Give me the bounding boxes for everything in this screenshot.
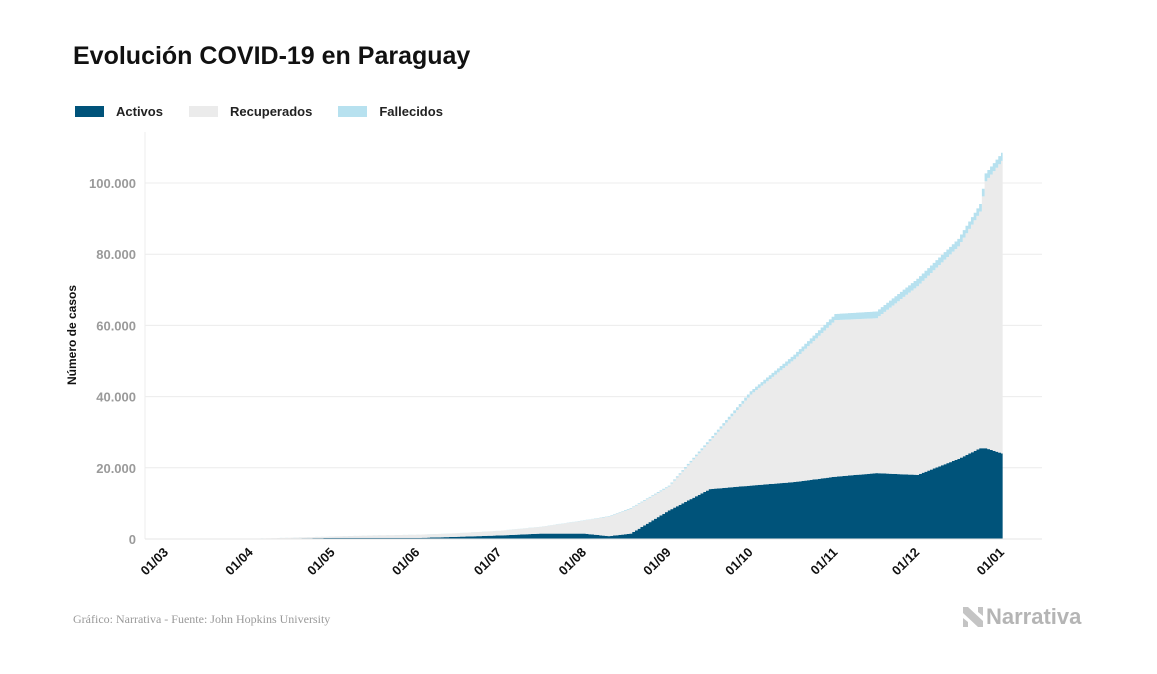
y-tick-label: 100.000 (89, 176, 136, 191)
legend-item-activos: Activos (75, 104, 163, 119)
x-tick-label: 01/06 (389, 545, 423, 579)
narrativa-logo-text: Narrativa (986, 604, 1082, 629)
legend-swatch-activos (75, 106, 104, 117)
area-recuperados (165, 160, 1003, 540)
x-tick-label: 01/09 (640, 545, 674, 579)
x-tick-label: 01/04 (222, 544, 256, 578)
legend-swatch-fallecidos (338, 106, 368, 117)
x-tick-label: 01/01 (974, 545, 1008, 579)
y-tick-label: 20.000 (96, 461, 136, 476)
x-tick-label: 01/11 (807, 545, 840, 578)
legend-label-fallecidos: Fallecidos (379, 104, 443, 119)
y-tick-label: 0 (129, 532, 136, 547)
narrativa-logo-icon (963, 607, 983, 627)
legend-item-recuperados: Recuperados (188, 104, 313, 119)
x-tick-label: 01/10 (722, 545, 756, 579)
source-note: Gráfico: Narrativa - Fuente: John Hopkin… (73, 612, 331, 626)
x-tick-label: 01/07 (471, 545, 505, 579)
area-activos (165, 448, 1003, 539)
chart-title: Evolución COVID-19 en Paraguay (73, 42, 471, 70)
y-tick-label: 80.000 (96, 247, 136, 262)
x-tick-label: 01/03 (138, 545, 172, 579)
y-tick-label: 60.000 (96, 318, 136, 333)
legend: Activos Recuperados Fallecidos (75, 104, 469, 119)
narrativa-logo: Narrativa (963, 604, 1081, 630)
x-tick-label: 01/08 (556, 545, 590, 579)
x-tick-label: 01/12 (889, 545, 923, 579)
x-tick-label: 01/05 (304, 545, 338, 579)
legend-label-activos: Activos (116, 104, 163, 119)
legend-swatch-recuperados (188, 106, 218, 117)
legend-item-fallecidos: Fallecidos (338, 104, 443, 119)
y-tick-label: 40.000 (96, 390, 136, 405)
legend-label-recuperados: Recuperados (229, 104, 313, 119)
